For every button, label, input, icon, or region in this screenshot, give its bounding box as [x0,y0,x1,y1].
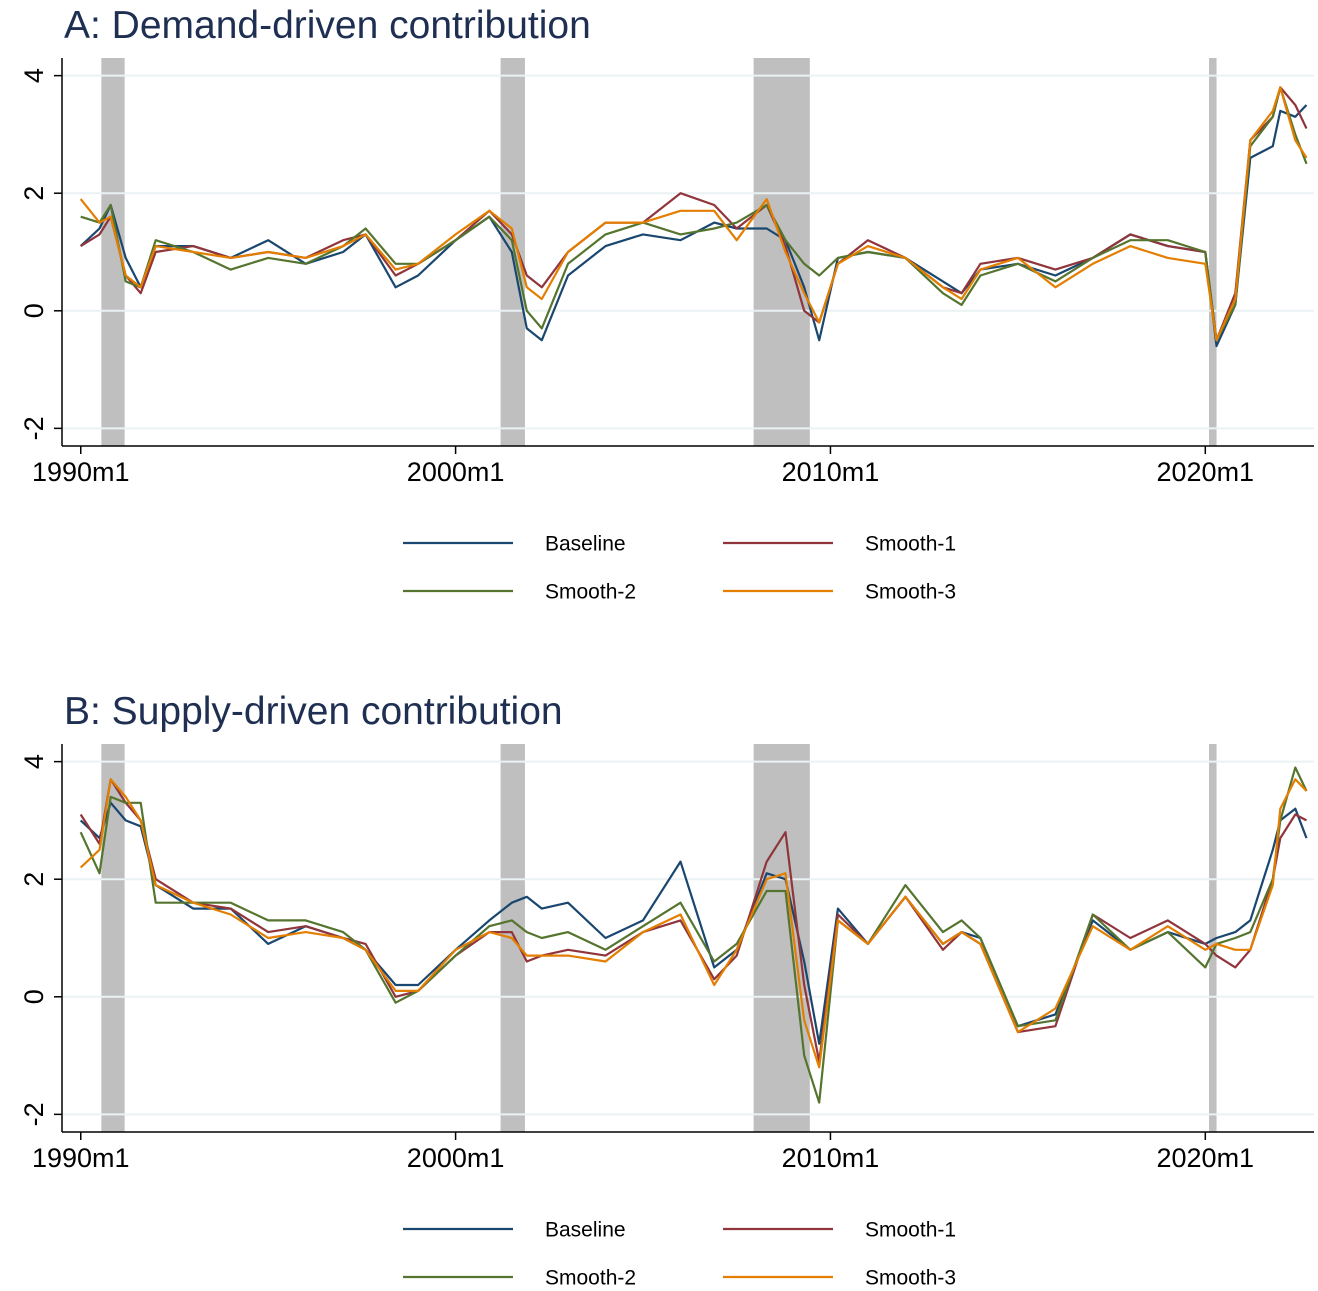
chart-title: A: Demand-driven contribution [64,4,591,47]
x-tick-label: 2000m1 [407,1143,505,1173]
series-line [79,778,1308,1063]
x-tick-label: 1990m1 [32,1143,130,1173]
recession-band [101,58,125,446]
recession-band [101,744,125,1132]
panel: B: Supply-driven contribution -2 0 2 4 1990m1… [19,690,1314,1290]
series-line [79,801,1308,1045]
legend-label: Smooth-2 [545,1267,636,1290]
legend-label: Baseline [545,533,626,556]
y-tick-label: -2 [19,1102,49,1126]
x-tick-label: 1990m1 [32,457,130,487]
legend-label: Smooth-2 [545,581,636,604]
y-tick-label: 2 [19,872,49,887]
recession-band [1209,58,1217,446]
y-tick-label: -2 [19,416,49,440]
x-tick-label: 2010m1 [782,457,880,487]
series-line [80,86,1308,342]
x-tick-label: 2000m1 [407,457,505,487]
x-tick-label: 2020m1 [1157,457,1255,487]
legend-label: Smooth-1 [865,1219,956,1242]
y-tick-label: 4 [19,68,49,83]
y-tick-label: 2 [19,186,49,201]
legend-label: Smooth-3 [865,1267,956,1290]
panel: A: Demand-driven contribution -2 0 2 4 1990m1… [19,4,1314,604]
legend-label: Smooth-3 [865,581,956,604]
y-tick-label: 0 [19,989,49,1004]
chart-title: B: Supply-driven contribution [64,690,563,733]
legend-label: Smooth-1 [865,533,956,556]
series-line [79,766,1308,1104]
series-line [80,86,1308,342]
y-tick-label: 0 [19,303,49,318]
y-tick-label: 4 [19,754,49,769]
x-tick-label: 2020m1 [1157,1143,1255,1173]
recession-band [753,744,810,1132]
recession-band [1209,744,1217,1132]
legend-label: Baseline [545,1219,626,1242]
x-tick-label: 2010m1 [782,1143,880,1173]
series-line [79,86,1308,342]
series-line [79,778,1308,1069]
recession-band [753,58,810,446]
